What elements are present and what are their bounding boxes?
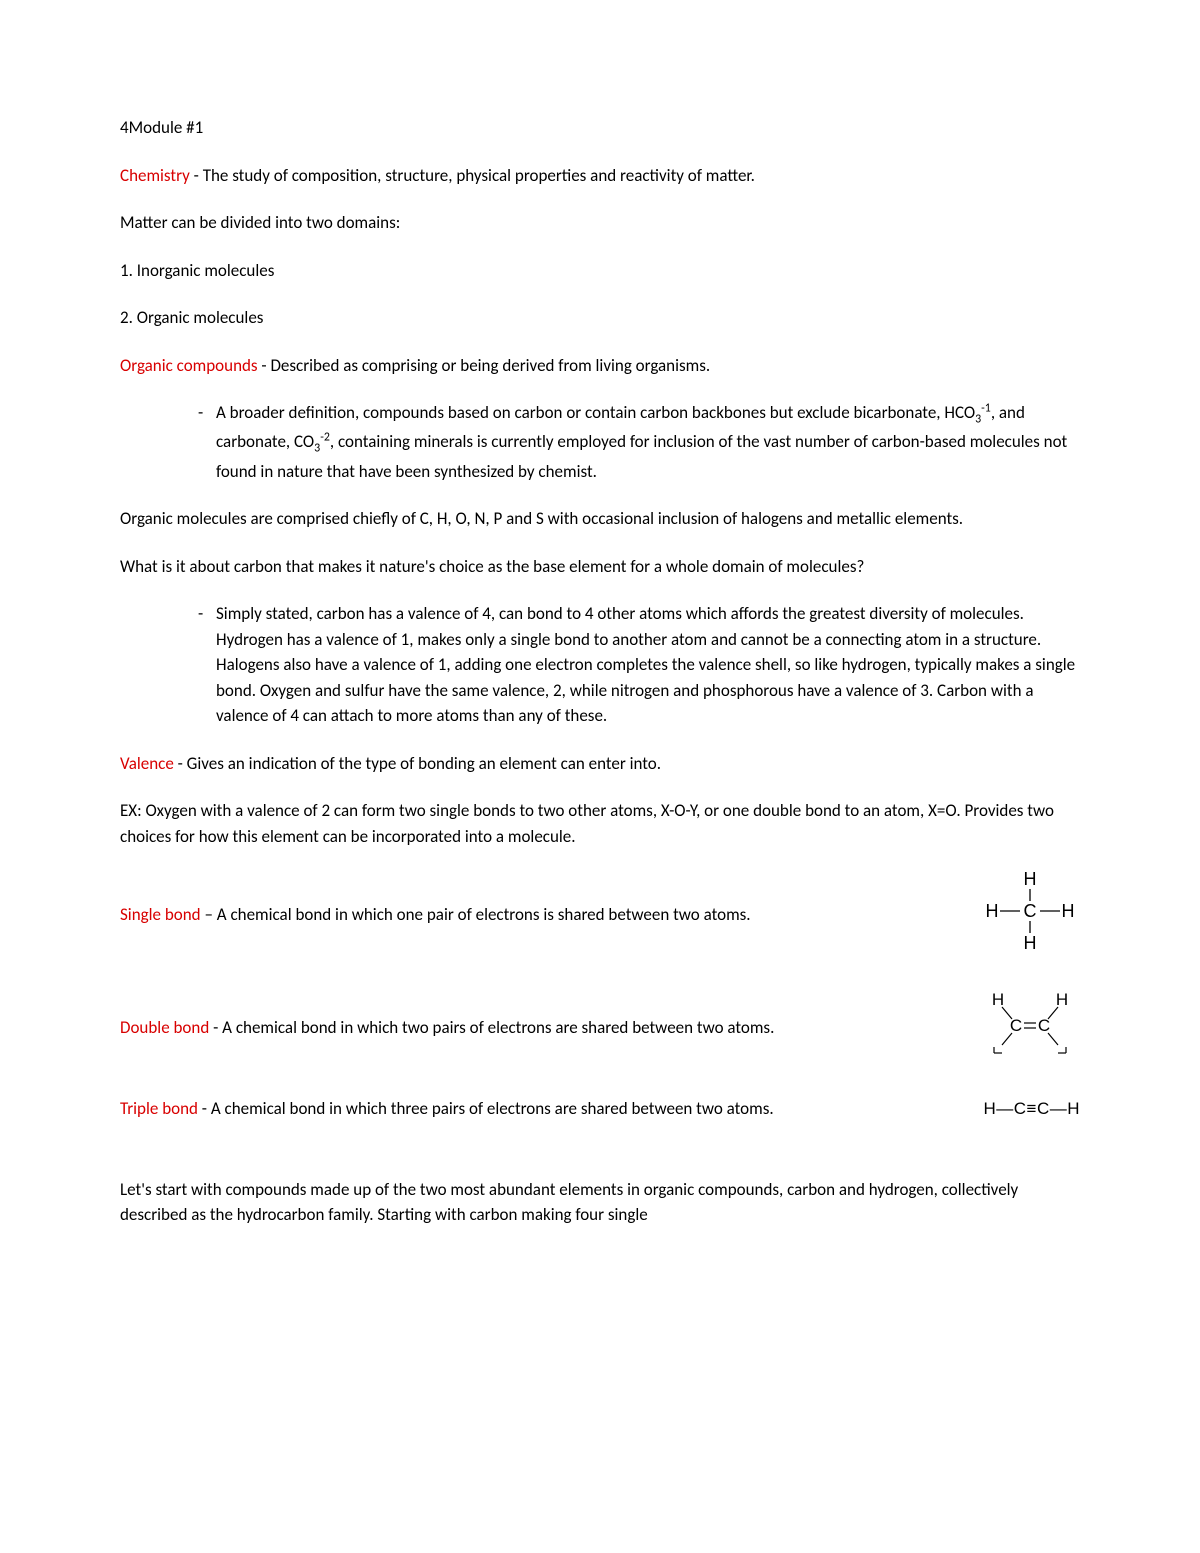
ethylene-diagram: H H C C bbox=[980, 989, 1080, 1067]
organic-bullet: - A broader definition, compounds based … bbox=[120, 400, 1080, 484]
svg-text:C: C bbox=[1038, 1016, 1050, 1035]
bullet-dash-icon: - bbox=[168, 400, 216, 484]
double-bond-body: - A chemical bond in which two pairs of … bbox=[209, 1017, 774, 1038]
chemistry-def: Chemistry - The study of composition, st… bbox=[120, 163, 1080, 189]
svg-text:H: H bbox=[1024, 933, 1037, 951]
organic-compounds-def: Organic compounds - Described as compris… bbox=[120, 353, 1080, 379]
valence-def: Valence - Gives an indication of the typ… bbox=[120, 751, 1080, 777]
closing-paragraph: Let's start with compounds made up of th… bbox=[120, 1177, 1080, 1228]
svg-text:H: H bbox=[1062, 901, 1075, 921]
triple-bond-text: Triple bond - A chemical bond in which t… bbox=[120, 1096, 983, 1122]
valence-body: - Gives an indication of the type of bon… bbox=[174, 753, 661, 774]
svg-text:H: H bbox=[1056, 990, 1068, 1009]
triple-bond-body: - A chemical bond in which three pairs o… bbox=[198, 1098, 774, 1119]
bullet-dash-icon: - bbox=[168, 601, 216, 729]
svg-text:H: H bbox=[1024, 871, 1037, 889]
valence-term: Valence bbox=[120, 753, 174, 774]
methane-diagram: H H C H H bbox=[980, 871, 1080, 959]
svg-text:C: C bbox=[1010, 1016, 1022, 1035]
carbon-answer-text: Simply stated, carbon has a valence of 4… bbox=[216, 601, 1080, 729]
acetylene-diagram: H—C≡C—H bbox=[983, 1096, 1080, 1122]
organic-elements: Organic molecules are comprised chiefly … bbox=[120, 506, 1080, 532]
triple-bond-row: Triple bond - A chemical bond in which t… bbox=[120, 1096, 1080, 1122]
single-bond-body: – A chemical bond in which one pair of e… bbox=[201, 904, 751, 925]
organic-compounds-term: Organic compounds bbox=[120, 355, 258, 376]
svg-text:H: H bbox=[986, 901, 999, 921]
double-bond-row: Double bond - A chemical bond in which t… bbox=[120, 989, 1080, 1067]
double-bond-term: Double bond bbox=[120, 1017, 209, 1038]
matter-intro: Matter can be divided into two domains: bbox=[120, 210, 1080, 236]
triple-bond-term: Triple bond bbox=[120, 1098, 198, 1119]
double-bond-text: Double bond - A chemical bond in which t… bbox=[120, 1015, 980, 1041]
single-bond-text: Single bond – A chemical bond in which o… bbox=[120, 902, 980, 928]
chemistry-term: Chemistry bbox=[120, 165, 190, 186]
carbon-question: What is it about carbon that makes it na… bbox=[120, 554, 1080, 580]
carbon-answer-bullet: - Simply stated, carbon has a valence of… bbox=[120, 601, 1080, 729]
svg-text:C: C bbox=[1024, 901, 1037, 921]
valence-example: EX: Oxygen with a valence of 2 can form … bbox=[120, 798, 1080, 849]
domain-1: 1. Inorganic molecules bbox=[120, 258, 1080, 284]
organic-compounds-body: - Described as comprising or being deriv… bbox=[258, 355, 711, 376]
module-header: 4Module #1 bbox=[120, 115, 1080, 141]
svg-text:H: H bbox=[992, 990, 1004, 1009]
chemistry-body: - The study of composition, structure, p… bbox=[190, 165, 755, 186]
single-bond-row: Single bond – A chemical bond in which o… bbox=[120, 871, 1080, 959]
single-bond-term: Single bond bbox=[120, 904, 201, 925]
domain-2: 2. Organic molecules bbox=[120, 305, 1080, 331]
organic-bullet-text: A broader definition, compounds based on… bbox=[216, 400, 1080, 484]
